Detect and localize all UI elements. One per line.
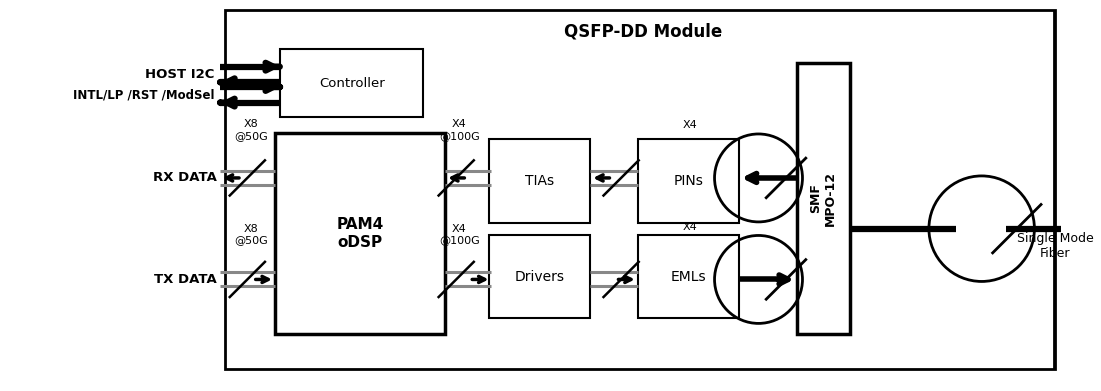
Text: X4: X4	[683, 222, 698, 232]
Bar	[275, 133, 445, 334]
Bar	[797, 63, 850, 334]
Bar	[489, 235, 590, 319]
Text: X8
@50G: X8 @50G	[233, 224, 268, 245]
Bar	[489, 139, 590, 223]
Text: X8
@50G: X8 @50G	[233, 119, 268, 141]
Text: EMLs: EMLs	[671, 269, 706, 283]
Text: SMF
MPO-12: SMF MPO-12	[809, 171, 838, 226]
Text: Controller: Controller	[319, 77, 384, 90]
Text: Single Mode
Fiber: Single Mode Fiber	[1017, 232, 1093, 260]
Text: PINs: PINs	[673, 174, 704, 188]
Text: RX DATA: RX DATA	[153, 171, 217, 185]
Bar	[226, 10, 1056, 369]
Text: INTL/LP /RST /ModSel: INTL/LP /RST /ModSel	[73, 88, 215, 101]
Text: PAM4
oDSP: PAM4 oDSP	[337, 217, 383, 250]
Text: X4: X4	[683, 120, 698, 130]
Text: X4
@100G: X4 @100G	[439, 119, 480, 141]
Text: TIAs: TIAs	[525, 174, 554, 188]
Text: Drivers: Drivers	[515, 269, 565, 283]
Text: HOST I2C: HOST I2C	[145, 68, 215, 81]
Bar	[637, 235, 739, 319]
Text: QSFP-DD Module: QSFP-DD Module	[564, 23, 722, 41]
Bar	[637, 139, 739, 223]
Bar	[281, 49, 423, 117]
Text: X4
@100G: X4 @100G	[439, 224, 480, 245]
Text: TX DATA: TX DATA	[154, 273, 217, 286]
